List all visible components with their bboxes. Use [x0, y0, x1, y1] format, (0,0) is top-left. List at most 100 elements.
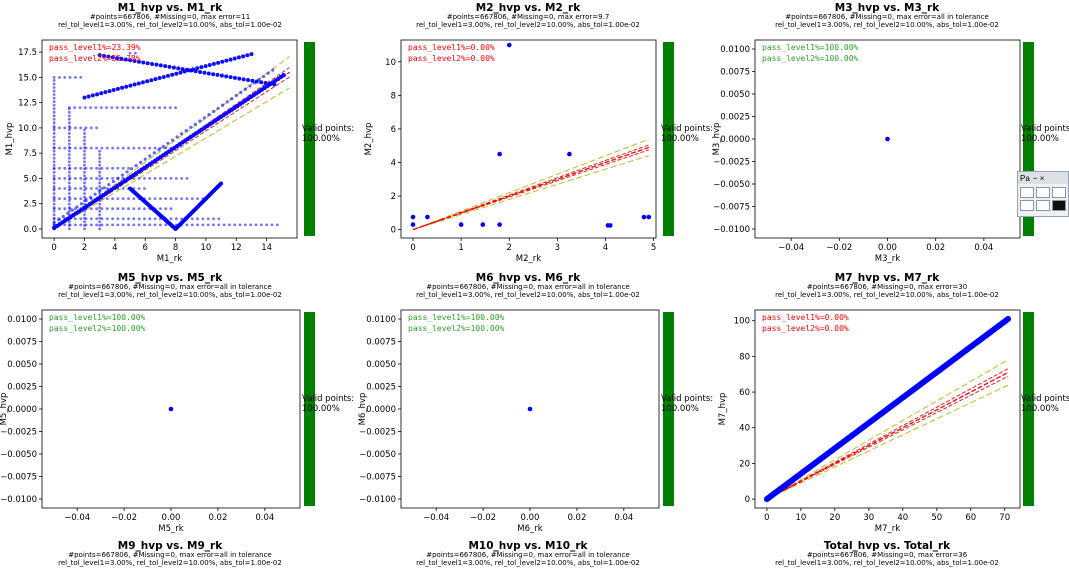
data-point [107, 89, 112, 94]
mini-window-titlebar[interactable]: Pa − × [1018, 172, 1068, 184]
data-point [99, 106, 103, 110]
data-point [99, 91, 104, 96]
data-point [136, 106, 140, 110]
data-point [120, 173, 125, 177]
data-point [83, 223, 86, 227]
data-point [116, 217, 120, 221]
data-point [83, 142, 86, 146]
data-point [157, 76, 162, 81]
data-point [79, 187, 83, 190]
data-point [58, 75, 61, 79]
thumbnail-cell[interactable] [1052, 200, 1066, 211]
data-point [128, 51, 132, 55]
y-tick-label: 10 [385, 58, 396, 68]
valid-points-label: Valid points: [1021, 124, 1069, 134]
data-point [153, 77, 158, 82]
data-point [111, 197, 114, 201]
data-point [89, 146, 93, 150]
data-point [140, 80, 145, 85]
chart-m5: M5_hvp vs. M5_rk#points=667806, #Missing… [0, 272, 354, 534]
data-point [410, 214, 416, 220]
data-point [79, 202, 84, 206]
valid-points-bar [1023, 312, 1034, 506]
chart-subtitle: rel_tol_level1=3.00%, rel_tol_level2=10.… [775, 559, 999, 567]
mini-window-controls[interactable]: − × [1032, 173, 1045, 183]
data-point [79, 197, 83, 201]
chart-m3: M3_hvp vs. M3_rk#points=667806, #Missing… [712, 2, 1069, 264]
data-point [110, 55, 115, 60]
data-point [63, 207, 67, 211]
valid-points-bar [1023, 42, 1034, 236]
data-point [153, 197, 157, 201]
x-tick-label: −0.04 [64, 513, 90, 523]
data-point [52, 178, 56, 181]
data-point [98, 220, 102, 224]
data-point [152, 151, 156, 155]
y-tick-label: −0.0025 [0, 428, 37, 438]
data-point [102, 186, 106, 190]
data-point [153, 176, 157, 180]
data-point [100, 166, 104, 170]
data-point [220, 59, 225, 64]
data-point [254, 79, 259, 84]
thumbnail-cell[interactable] [1020, 187, 1034, 198]
data-point [89, 126, 93, 130]
data-point [132, 217, 136, 221]
data-point [480, 222, 486, 227]
data-point [73, 176, 77, 180]
y-tick-label: 0.0000 [7, 405, 37, 415]
thumbnail-cell[interactable] [1036, 187, 1050, 198]
data-point [266, 71, 270, 75]
chart-subtitle: #points=667806, #Missing=0, max error=al… [68, 283, 271, 291]
data-point [94, 106, 98, 110]
data-point [185, 197, 189, 201]
data-point [52, 146, 56, 149]
y-tick-label: −0.0025 [359, 428, 396, 438]
data-point [67, 178, 71, 181]
data-point [83, 139, 86, 142]
data-point [111, 87, 116, 92]
data-point [100, 146, 104, 150]
data-point [93, 192, 97, 196]
data-point [83, 135, 86, 139]
data-point [83, 227, 86, 231]
data-point [180, 132, 184, 136]
y-tick-label: 0.0025 [366, 383, 396, 393]
valid-points-value: 100.00% [1021, 134, 1059, 144]
data-point [111, 217, 114, 221]
thumbnail-cell[interactable] [1036, 200, 1050, 211]
data-point [425, 214, 430, 220]
data-point [57, 218, 61, 222]
data-point [67, 135, 71, 139]
data-point [228, 57, 233, 62]
data-point [196, 197, 199, 201]
data-point [83, 132, 86, 135]
data-point [148, 197, 152, 201]
data-point [67, 206, 71, 210]
data-point [410, 222, 416, 227]
data-point [228, 75, 233, 80]
data-point [215, 72, 220, 77]
data-point [89, 106, 92, 110]
data-point [58, 126, 61, 130]
data-point [52, 213, 56, 217]
y-tick-label: 0.0025 [720, 113, 750, 123]
data-point [174, 71, 179, 76]
data-point [182, 69, 187, 74]
x-tick-label: 40 [897, 513, 908, 523]
data-point [73, 187, 77, 190]
thumbnail-cell[interactable] [1052, 187, 1066, 198]
data-point [52, 149, 56, 153]
data-point [67, 156, 71, 160]
data-point [67, 202, 71, 206]
thumbnail-cell[interactable] [1020, 200, 1034, 211]
data-point [198, 69, 203, 74]
data-point [217, 223, 221, 227]
y-tick-label: −0.0100 [359, 495, 396, 505]
chart-m1: M1_hvp vs. M1_rk#points=667806, #Missing… [5, 2, 354, 264]
data-point [100, 217, 104, 221]
data-point [207, 63, 212, 68]
mini-plot-window[interactable]: Pa − × [1017, 171, 1069, 217]
data-point [95, 187, 99, 190]
plot-area [885, 136, 890, 142]
